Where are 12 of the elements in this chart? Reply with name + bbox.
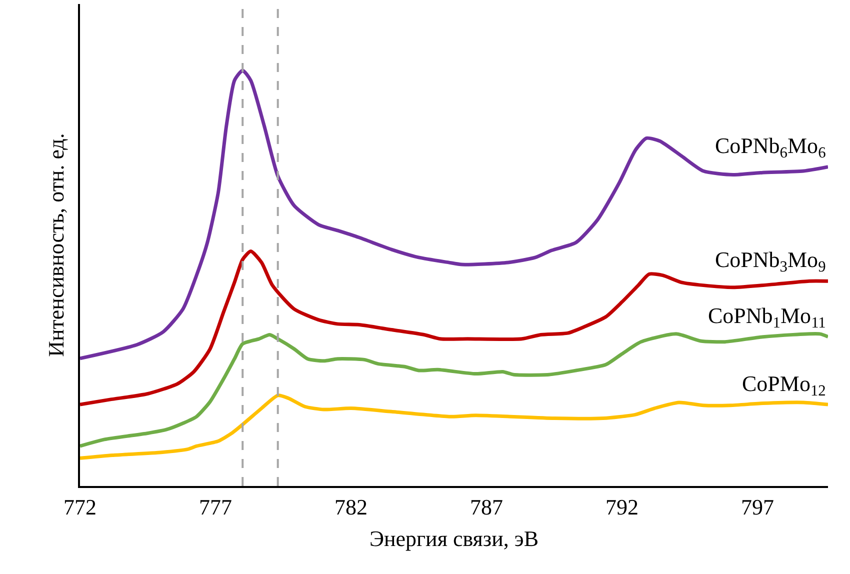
x-tick-label: 787	[470, 494, 504, 520]
series-label: CoPNb$_{3}$Mo$_{9}$	[715, 247, 826, 276]
y-axis-title: Интенсивность, отн. ед.	[43, 133, 68, 357]
x-tick-label: 792	[606, 494, 639, 520]
series-label: CoPNb$_{1}$Mo$_{11}$	[708, 303, 826, 332]
x-tick-label: 797	[741, 494, 774, 520]
x-axis-title: Энергия связи, эВ	[369, 526, 539, 551]
x-tick-label: 782	[334, 494, 368, 520]
series-label: CoPNb$_{6}$Mo$_{6}$	[715, 133, 826, 162]
x-tick-label: 772	[64, 494, 96, 520]
x-tick-label: 777	[199, 494, 232, 520]
series-label: CoPMo$_{12}$	[742, 371, 826, 400]
